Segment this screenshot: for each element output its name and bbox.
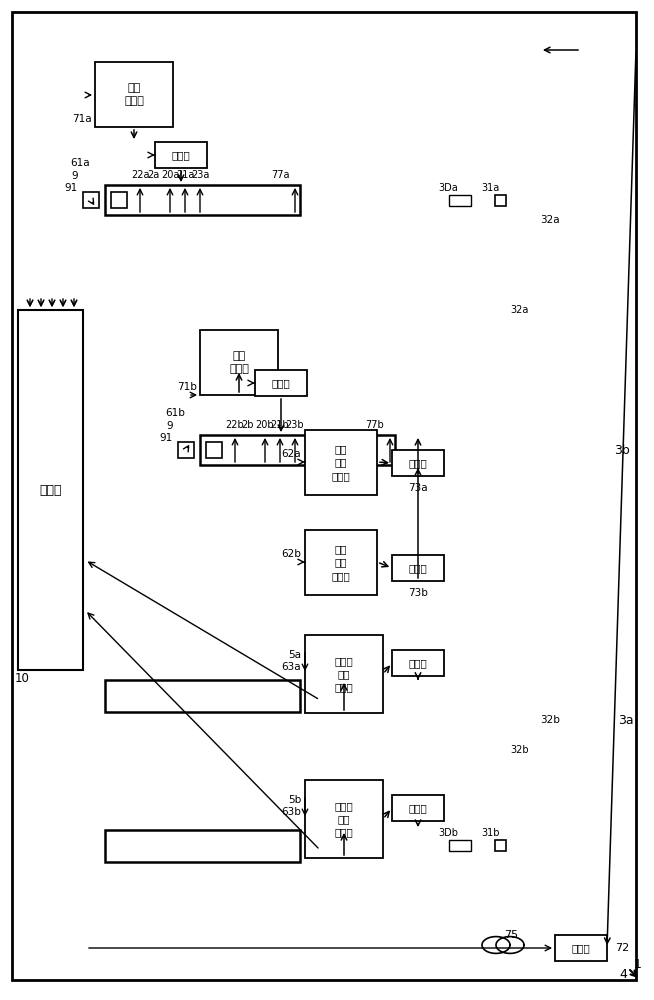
Text: 控制部: 控制部 (39, 484, 61, 496)
Text: 21b: 21b (271, 420, 289, 430)
Text: 检测器
气体
供给部: 检测器 气体 供给部 (335, 801, 353, 837)
Text: 31b: 31b (481, 828, 500, 838)
Bar (200, 435, 395, 465)
Bar (555, 935, 607, 961)
Bar (200, 330, 278, 395)
Text: 73b: 73b (408, 588, 428, 598)
Text: 加热器: 加热器 (409, 803, 427, 813)
Text: 20a: 20a (161, 170, 179, 180)
Bar (255, 370, 307, 396)
Text: 加热器: 加热器 (572, 943, 591, 953)
Text: 加热器: 加热器 (409, 458, 427, 468)
Text: 辅助
气体
供给部: 辅助 气体 供给部 (332, 544, 351, 581)
Bar (95, 62, 173, 127)
Text: 10: 10 (15, 672, 30, 685)
Text: 32a: 32a (540, 215, 560, 225)
Bar (178, 442, 194, 458)
Text: 3a: 3a (618, 714, 634, 726)
Text: 加热器: 加热器 (409, 563, 427, 573)
Text: 5b: 5b (288, 795, 301, 805)
Bar (449, 194, 471, 206)
Text: 9: 9 (71, 171, 78, 181)
Text: 22a: 22a (131, 170, 149, 180)
Bar (392, 555, 444, 581)
Text: 31a: 31a (482, 183, 500, 193)
Text: 62a: 62a (281, 449, 301, 459)
Text: 63a: 63a (281, 662, 301, 672)
Text: 71a: 71a (73, 114, 92, 124)
Bar (155, 142, 207, 168)
Text: 加热器: 加热器 (271, 378, 290, 388)
Text: 72: 72 (615, 943, 629, 953)
Bar (494, 840, 506, 850)
Text: 32b: 32b (540, 715, 560, 725)
Text: 4: 4 (619, 968, 627, 982)
Bar (305, 780, 383, 858)
Text: 2a: 2a (147, 170, 159, 180)
Text: 61a: 61a (70, 158, 90, 168)
Bar (206, 442, 222, 458)
Text: 5a: 5a (288, 650, 301, 660)
Bar (305, 530, 377, 595)
Bar (105, 185, 300, 215)
Text: 62b: 62b (281, 549, 301, 559)
Text: 63b: 63b (281, 807, 301, 817)
Text: 3Db: 3Db (438, 828, 458, 838)
Text: 32a: 32a (510, 305, 528, 315)
Text: 77a: 77a (271, 170, 289, 180)
Text: 加热器: 加热器 (171, 150, 190, 160)
Text: 检测器
气体
供给部: 检测器 气体 供给部 (335, 656, 353, 692)
Bar (305, 430, 377, 495)
Text: 辅助
气体
供给部: 辅助 气体 供给部 (332, 444, 351, 481)
Text: 2b: 2b (242, 420, 254, 430)
Text: 75: 75 (504, 930, 518, 940)
Text: 23b: 23b (286, 420, 304, 430)
Text: 9: 9 (166, 421, 173, 431)
Text: 23a: 23a (191, 170, 209, 180)
Text: 载气
供给部: 载气 供给部 (124, 83, 144, 106)
Text: 3b: 3b (614, 444, 630, 456)
Bar (494, 194, 506, 206)
Bar (392, 795, 444, 821)
Text: 77b: 77b (366, 420, 385, 430)
Bar (83, 192, 99, 208)
Bar (105, 680, 300, 712)
Bar (392, 450, 444, 476)
Bar (18, 310, 83, 670)
Text: 载气
供给部: 载气 供给部 (229, 351, 249, 374)
Text: 加热器: 加热器 (409, 658, 427, 668)
Text: 91: 91 (65, 183, 78, 193)
Bar (392, 650, 444, 676)
Text: 21a: 21a (176, 170, 194, 180)
Bar (449, 840, 471, 850)
Bar (111, 192, 127, 208)
Text: 73a: 73a (408, 483, 428, 493)
Text: 20b: 20b (256, 420, 274, 430)
Text: 91: 91 (160, 433, 173, 443)
Text: 32b: 32b (510, 745, 528, 755)
Text: 1: 1 (634, 958, 642, 972)
Text: 3Da: 3Da (438, 183, 458, 193)
Bar (105, 830, 300, 862)
Text: 71b: 71b (177, 382, 197, 392)
Bar (305, 635, 383, 713)
Text: 22b: 22b (226, 420, 245, 430)
Text: 61b: 61b (165, 408, 185, 418)
